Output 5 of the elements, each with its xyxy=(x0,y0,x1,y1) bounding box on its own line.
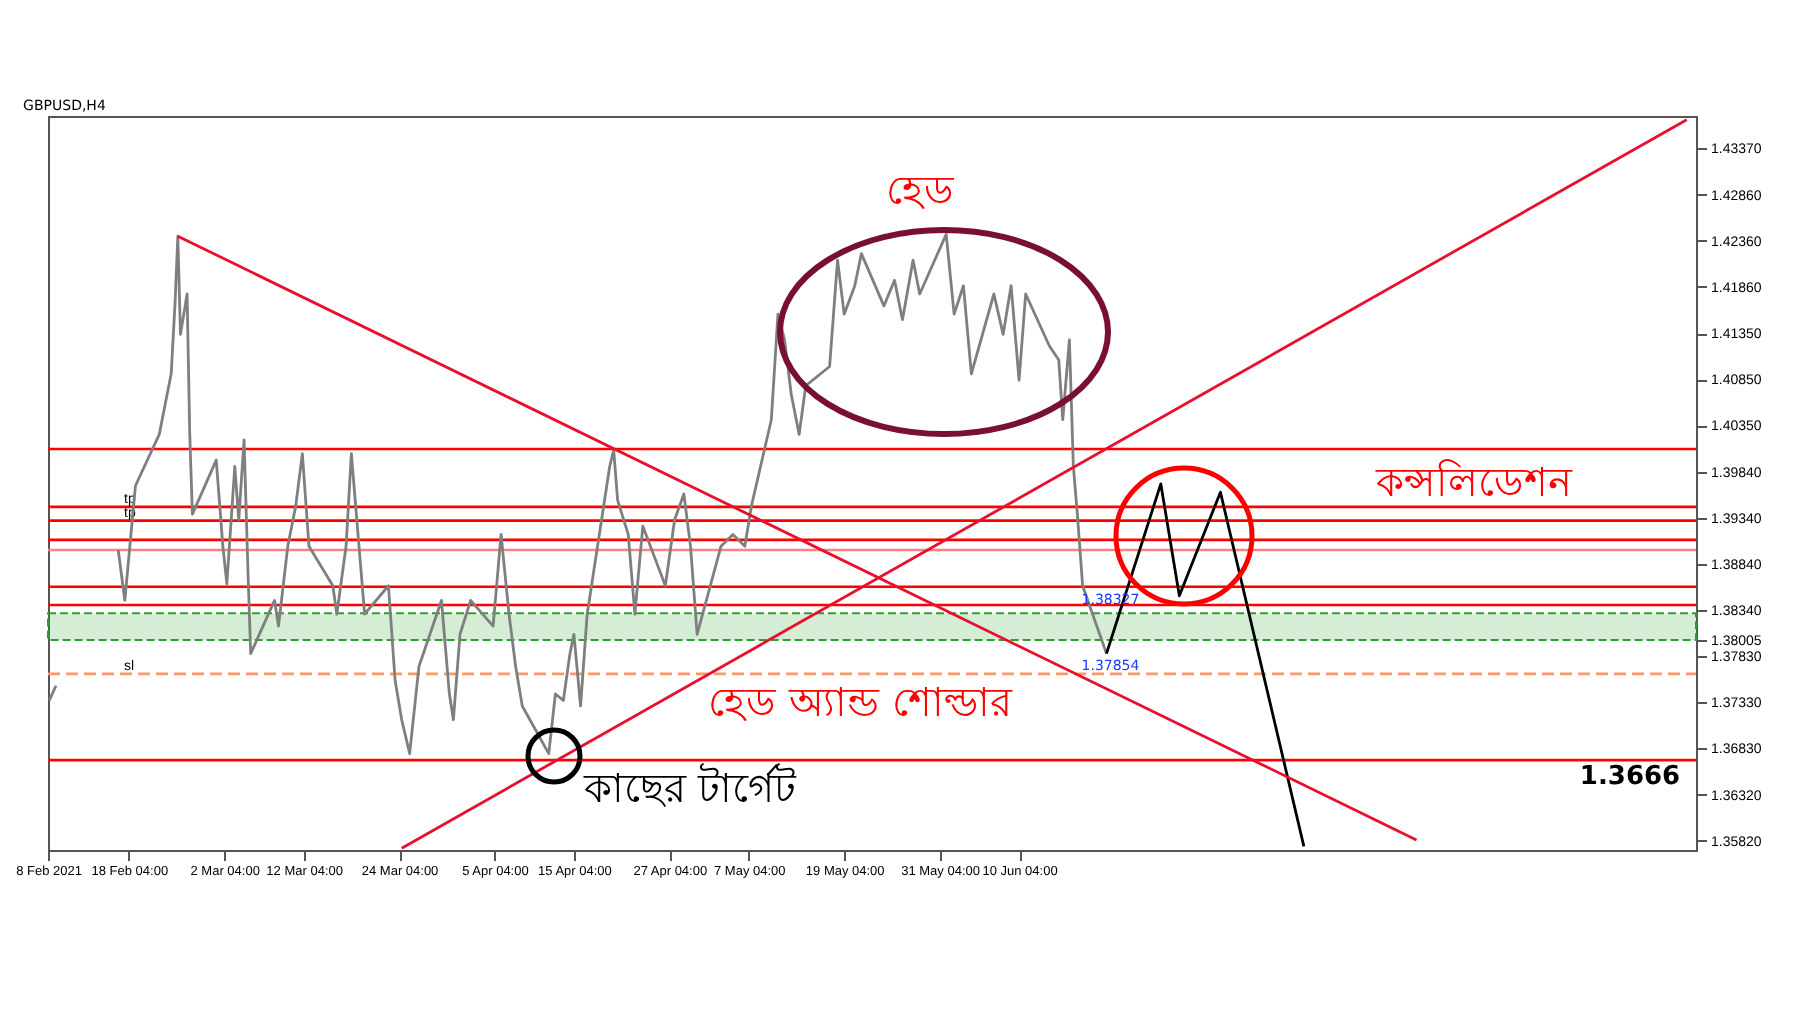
annotation: হেড অ্যান্ড শোল্ডার xyxy=(708,678,1014,726)
annotation: হেড xyxy=(886,166,954,214)
annotation: কাছের টার্গেট xyxy=(581,764,799,812)
annotation: 1.3666 xyxy=(1579,762,1681,792)
annotation: কন্সলিডেশন xyxy=(1374,458,1574,506)
